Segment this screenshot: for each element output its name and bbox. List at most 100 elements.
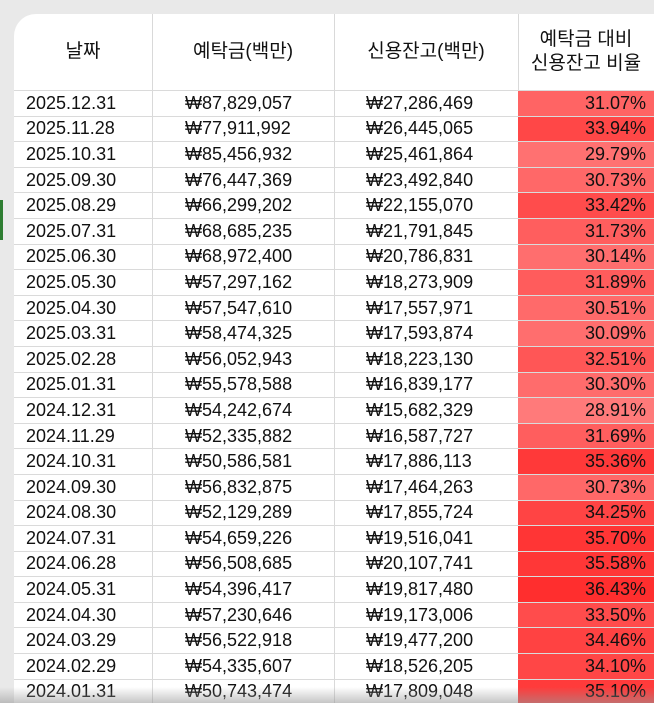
cell-deposit[interactable]: ₩57,297,162 (185, 271, 293, 292)
cell-ratio[interactable]: 35.36% (518, 449, 654, 474)
header-credit-balance[interactable]: 신용잔고(백만) (367, 41, 485, 62)
cell-credit-balance[interactable]: ₩17,557,971 (366, 297, 474, 318)
cell-deposit[interactable]: ₩56,508,685 (185, 553, 293, 574)
cell-deposit[interactable]: ₩50,586,581 (185, 451, 293, 472)
cell-credit-balance[interactable]: ₩27,286,469 (366, 92, 474, 113)
cell-ratio[interactable]: 31.07% (518, 91, 654, 116)
cell-deposit[interactable]: ₩54,659,226 (185, 527, 293, 548)
cell-deposit[interactable]: ₩68,972,400 (185, 246, 293, 267)
cell-credit-balance[interactable]: ₩21,791,845 (366, 220, 474, 241)
cell-ratio[interactable]: 30.09% (518, 321, 654, 346)
cell-date[interactable]: 2024.07.31 (26, 527, 117, 548)
cell-deposit[interactable]: ₩56,052,943 (185, 348, 293, 369)
cell-date[interactable]: 2025.03.31 (26, 323, 117, 344)
cell-ratio[interactable]: 35.10% (518, 679, 654, 703)
cell-ratio[interactable]: 31.89% (518, 270, 654, 295)
cell-credit-balance[interactable]: ₩22,155,070 (366, 195, 474, 216)
cell-ratio[interactable]: 36.43% (518, 577, 654, 602)
cell-credit-balance[interactable]: ₩16,587,727 (366, 425, 474, 446)
cell-ratio[interactable]: 30.73% (518, 474, 654, 500)
cell-ratio[interactable]: 35.58% (518, 551, 654, 577)
cell-date[interactable]: 2024.04.30 (26, 604, 117, 625)
cell-date[interactable]: 2025.02.28 (26, 348, 117, 369)
cell-date[interactable]: 2024.03.29 (26, 630, 117, 651)
cell-ratio[interactable]: 30.73% (518, 167, 654, 193)
cell-credit-balance[interactable]: ₩23,492,840 (366, 169, 474, 190)
cell-ratio[interactable]: 35.70% (518, 526, 654, 551)
cell-deposit[interactable]: ₩52,335,882 (185, 425, 293, 446)
cell-ratio[interactable]: 33.42% (518, 193, 654, 218)
cell-deposit[interactable]: ₩52,129,289 (185, 502, 293, 523)
cell-credit-balance[interactable]: ₩19,817,480 (366, 579, 474, 600)
cell-date[interactable]: 2024.01.31 (26, 681, 117, 702)
cell-date[interactable]: 2025.07.31 (26, 220, 117, 241)
cell-date[interactable]: 2025.04.30 (26, 297, 117, 318)
cell-deposit[interactable]: ₩54,242,674 (185, 399, 293, 420)
cell-date[interactable]: 2024.08.30 (26, 502, 117, 523)
cell-credit-balance[interactable]: ₩18,273,909 (366, 271, 474, 292)
cell-deposit[interactable]: ₩58,474,325 (185, 323, 293, 344)
cell-ratio[interactable]: 31.69% (518, 423, 654, 449)
cell-credit-balance[interactable]: ₩20,786,831 (366, 246, 474, 267)
cell-ratio[interactable]: 31.73% (518, 218, 654, 244)
cell-deposit[interactable]: ₩85,456,932 (185, 143, 293, 164)
cell-credit-balance[interactable]: ₩18,526,205 (366, 655, 474, 676)
cell-deposit[interactable]: ₩87,829,057 (185, 92, 293, 113)
cell-date[interactable]: 2025.08.29 (26, 195, 117, 216)
cell-credit-balance[interactable]: ₩15,682,329 (366, 399, 474, 420)
cell-credit-balance[interactable]: ₩17,855,724 (366, 502, 474, 523)
cell-deposit[interactable]: ₩56,832,875 (185, 476, 293, 497)
cell-ratio[interactable]: 30.51% (518, 295, 654, 321)
cell-ratio[interactable]: 34.25% (518, 500, 654, 526)
cell-credit-balance[interactable]: ₩18,223,130 (366, 348, 474, 369)
cell-credit-balance[interactable]: ₩20,107,741 (366, 553, 474, 574)
cell-ratio[interactable]: 32.51% (518, 346, 654, 372)
cell-date[interactable]: 2024.12.31 (26, 399, 117, 420)
cell-ratio[interactable]: 33.50% (518, 602, 654, 628)
cell-credit-balance[interactable]: ₩16,839,177 (366, 374, 474, 395)
cell-deposit[interactable]: ₩57,230,646 (185, 604, 293, 625)
cell-credit-balance[interactable]: ₩17,464,263 (366, 476, 474, 497)
cell-deposit[interactable]: ₩54,335,607 (185, 655, 293, 676)
cell-date[interactable]: 2024.02.29 (26, 655, 117, 676)
cell-ratio[interactable]: 34.46% (518, 628, 654, 654)
header-date[interactable]: 날짜 (65, 41, 101, 62)
cell-ratio[interactable]: 29.79% (518, 142, 654, 167)
cell-ratio[interactable]: 30.14% (518, 244, 654, 270)
cell-ratio[interactable]: 34.10% (518, 654, 654, 679)
cell-ratio[interactable]: 33.94% (518, 116, 654, 142)
cell-deposit[interactable]: ₩68,685,235 (185, 220, 293, 241)
cell-date[interactable]: 2024.05.31 (26, 579, 117, 600)
cell-date[interactable]: 2024.06.28 (26, 553, 117, 574)
cell-date[interactable]: 2024.09.30 (26, 476, 117, 497)
cell-date[interactable]: 2025.01.31 (26, 374, 117, 395)
cell-date[interactable]: 2025.10.31 (26, 143, 117, 164)
cell-ratio[interactable]: 28.91% (518, 398, 654, 423)
cell-date[interactable]: 2025.09.30 (26, 169, 117, 190)
cell-deposit[interactable]: ₩76,447,369 (185, 169, 293, 190)
cell-deposit[interactable]: ₩54,396,417 (185, 579, 293, 600)
cell-credit-balance[interactable]: ₩19,173,006 (366, 604, 474, 625)
cell-date[interactable]: 2024.11.29 (26, 425, 115, 446)
cell-credit-balance[interactable]: ₩19,516,041 (366, 527, 474, 548)
cell-date[interactable]: 2024.10.31 (26, 451, 117, 472)
cell-date[interactable]: 2025.06.30 (26, 246, 117, 267)
cell-deposit[interactable]: ₩57,547,610 (185, 297, 293, 318)
cell-deposit[interactable]: ₩56,522,918 (185, 630, 293, 651)
cell-deposit[interactable]: ₩50,743,474 (185, 681, 293, 702)
cell-ratio[interactable]: 30.30% (518, 372, 654, 398)
cell-credit-balance[interactable]: ₩25,461,864 (366, 143, 474, 164)
cell-date[interactable]: 2025.12.31 (26, 92, 117, 113)
cell-credit-balance[interactable]: ₩17,593,874 (366, 323, 474, 344)
cell-deposit[interactable]: ₩55,578,588 (185, 374, 293, 395)
cell-deposit[interactable]: ₩66,299,202 (185, 195, 293, 216)
header-ratio[interactable]: 예탁금 대비 신용잔고 비율 (518, 14, 654, 90)
cell-date[interactable]: 2025.05.30 (26, 271, 117, 292)
cell-credit-balance[interactable]: ₩19,477,200 (366, 630, 474, 651)
cell-date[interactable]: 2025.11.28 (26, 118, 115, 139)
cell-credit-balance[interactable]: ₩17,809,048 (366, 681, 474, 702)
cell-credit-balance[interactable]: ₩26,445,065 (366, 118, 474, 139)
header-deposit[interactable]: 예탁금(백만) (192, 41, 294, 62)
cell-deposit[interactable]: ₩77,911,992 (185, 118, 291, 139)
cell-credit-balance[interactable]: ₩17,886,113 (366, 451, 472, 472)
